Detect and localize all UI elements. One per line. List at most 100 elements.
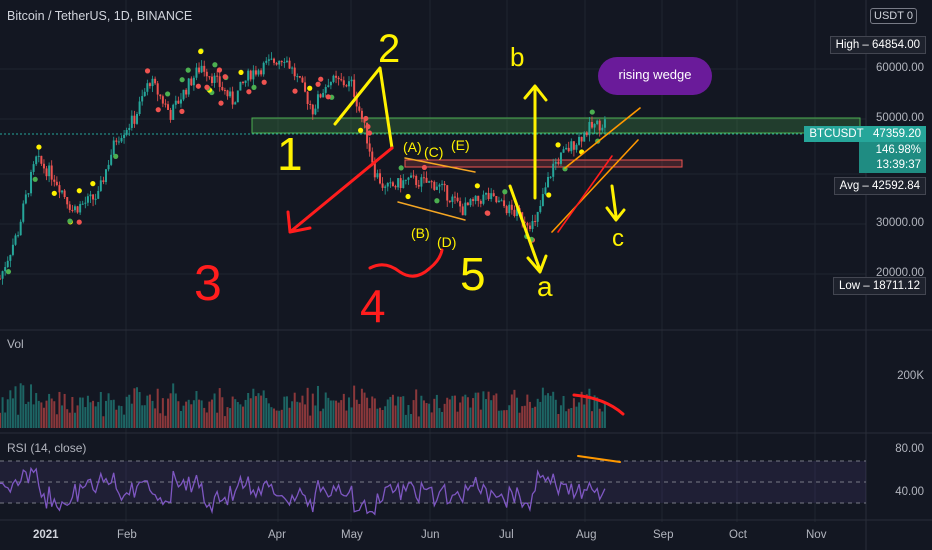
a-leg-arrow <box>508 184 548 274</box>
candle-body <box>117 141 120 143</box>
candle-body <box>4 267 7 272</box>
currency-label: USDT <box>874 10 904 22</box>
signal-dot <box>261 79 267 85</box>
candle-body <box>415 175 418 185</box>
candle-body <box>500 200 503 202</box>
candle-body <box>130 115 133 128</box>
volume-bar <box>244 399 247 428</box>
volume-bar <box>63 393 66 428</box>
volume-bar <box>441 411 444 428</box>
candle-body <box>48 165 51 177</box>
c-leg-arrow <box>605 184 626 222</box>
candle-body <box>578 136 581 145</box>
candle-body <box>174 100 177 105</box>
candle-body <box>355 96 358 107</box>
wedge-red-line <box>557 155 613 233</box>
wedge-upper-line <box>564 107 641 169</box>
signal-dot <box>357 127 364 133</box>
volume-bar <box>247 392 250 428</box>
volume-bar <box>324 392 327 428</box>
candle-body <box>234 102 237 105</box>
volume-bar <box>495 393 498 428</box>
volume-bar <box>528 401 531 428</box>
volume-bar <box>216 412 219 428</box>
candle-body <box>30 171 33 194</box>
volume-bar <box>265 397 268 428</box>
candle-body <box>435 186 438 190</box>
candle-body <box>386 182 389 187</box>
candle-body <box>572 141 575 150</box>
volume-bar <box>208 401 211 428</box>
signal-dot <box>555 142 561 148</box>
volume-bar <box>487 391 490 428</box>
candle-body <box>428 181 431 183</box>
volume-bar <box>203 407 206 428</box>
signal-dot <box>251 84 257 90</box>
wave-annotations <box>286 66 641 463</box>
volume-bar <box>358 403 361 428</box>
volume-bar <box>86 395 89 428</box>
volume-bar <box>298 402 301 428</box>
volume-bar <box>30 384 33 428</box>
candle-body <box>291 67 294 69</box>
volume-bar <box>221 397 224 428</box>
candle-body <box>71 209 74 211</box>
drop-arrow-red <box>286 146 394 234</box>
currency-selector[interactable]: USDT 0 <box>870 8 917 24</box>
volume-bar <box>430 412 433 428</box>
volume-bar <box>552 391 555 428</box>
volume-bar <box>50 398 53 428</box>
volume-bar <box>438 408 441 428</box>
volume-bar <box>254 396 257 428</box>
candle-body <box>288 60 291 69</box>
signal-dot <box>589 109 595 115</box>
volume-bar <box>596 397 599 428</box>
candle-body <box>221 86 224 91</box>
volume-bar <box>523 405 526 428</box>
volume-bar <box>14 386 17 428</box>
candle-body <box>143 91 146 97</box>
volume-bar <box>37 400 40 428</box>
volume-bar <box>402 396 405 428</box>
signal-dot <box>144 68 151 74</box>
volume-bar <box>94 406 97 428</box>
candle-body <box>104 169 107 183</box>
volume-bar <box>89 402 92 428</box>
volume-bar <box>112 399 115 428</box>
candle-body <box>332 75 335 82</box>
volume-bar <box>503 410 506 428</box>
candle-body <box>492 193 495 197</box>
candle-body <box>342 80 345 86</box>
candle-body <box>360 110 363 120</box>
candle-body <box>534 221 537 223</box>
candle-body <box>136 114 139 124</box>
candle-body <box>304 82 307 92</box>
candle-body <box>216 75 219 77</box>
rising-wedge-bubble: rising wedge <box>598 57 712 95</box>
volume-bar <box>249 398 252 428</box>
volume-bar <box>329 400 332 428</box>
volume-bar <box>229 408 232 428</box>
volume-bar <box>81 397 84 428</box>
volume-bar <box>169 393 172 428</box>
volume-bar <box>394 405 397 428</box>
x-label-aug: Aug <box>576 529 597 541</box>
avg-tag: Avg – 42592.84 <box>833 177 926 195</box>
wave-1-to-2-line <box>333 66 394 150</box>
volume-bar <box>379 407 382 428</box>
candle-body <box>200 65 203 73</box>
chart-title: Bitcoin / TetherUS, 1D, BINANCE <box>7 9 193 23</box>
candle-body <box>63 190 66 198</box>
volume-bar <box>456 411 459 428</box>
volume-bar <box>373 398 376 428</box>
candle-body <box>459 201 462 207</box>
volume-bar <box>588 388 591 428</box>
candle-body <box>81 203 84 205</box>
candle-body <box>443 183 446 186</box>
candle-body <box>107 164 110 170</box>
candle-body <box>42 163 45 169</box>
red-support-zone <box>404 159 683 168</box>
candle-body <box>420 177 423 187</box>
candle-body <box>487 192 490 200</box>
